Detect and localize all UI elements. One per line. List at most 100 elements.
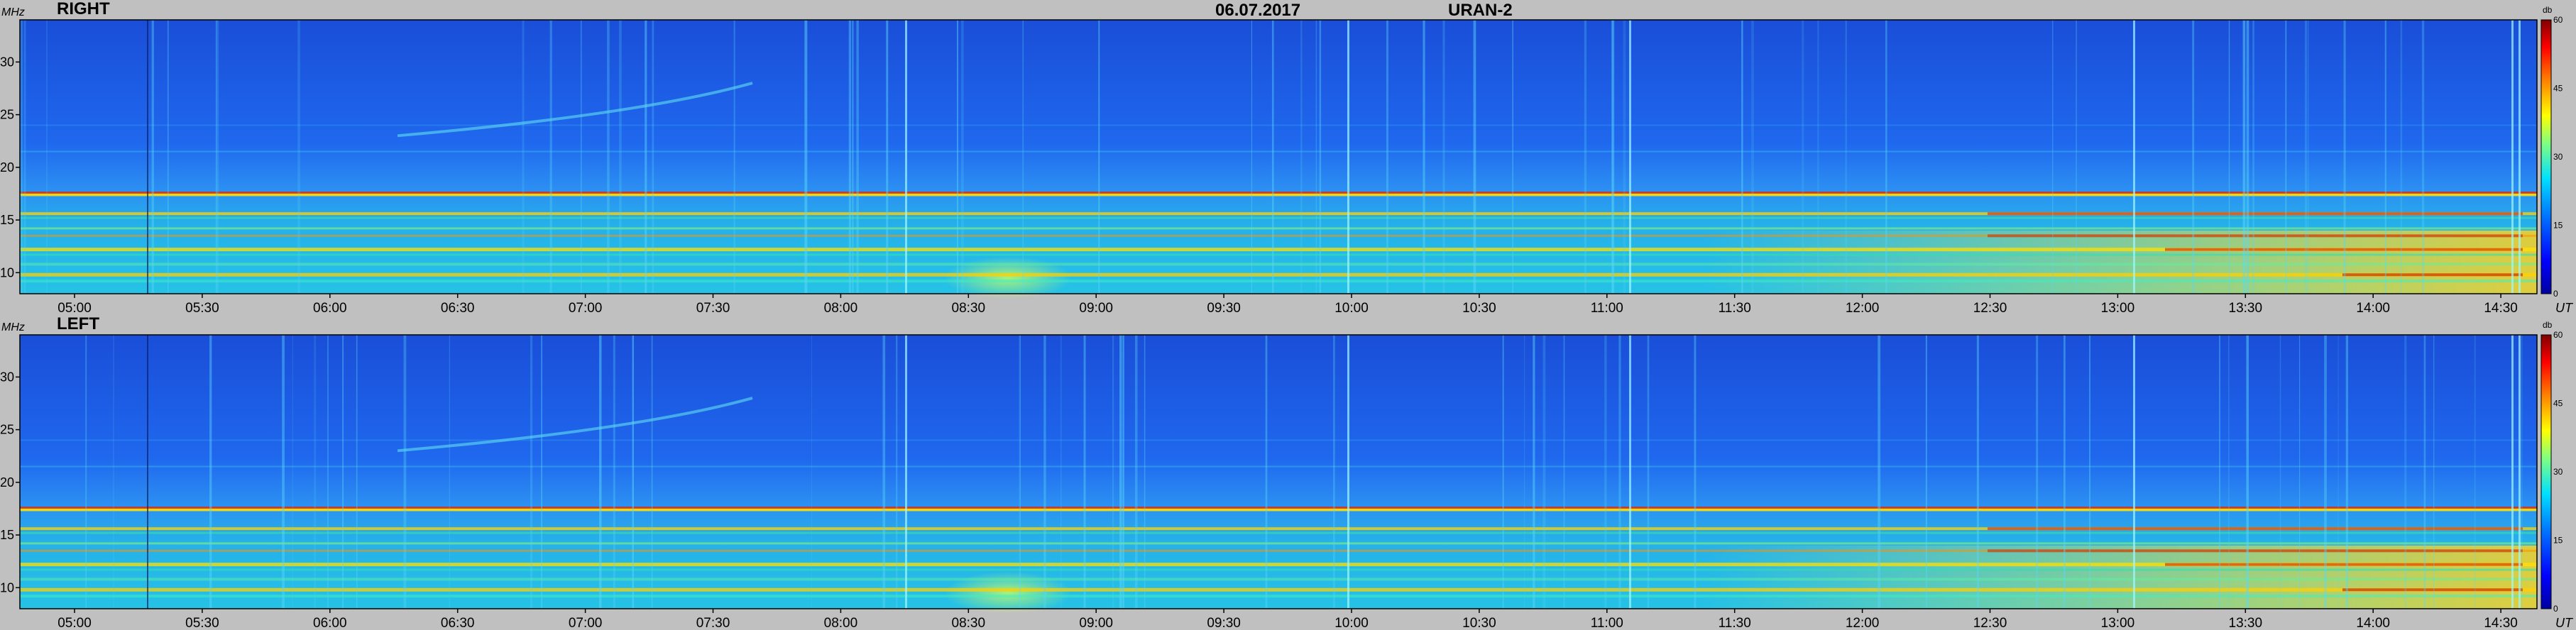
spectrogram-vertical-streak — [1802, 20, 1804, 294]
spectrogram-vertical-streak — [403, 335, 407, 609]
colorbar — [2541, 19, 2552, 294]
x-tick-label: 07:00 — [569, 616, 603, 630]
spectrogram-vertical-streak — [599, 335, 602, 609]
spectrogram-vertical-streak — [2219, 335, 2220, 609]
spectrogram-band — [20, 124, 2537, 126]
x-tick-label: 05:00 — [57, 301, 92, 316]
spectrogram-vertical-streak — [811, 335, 813, 609]
spectrogram-vertical-streak — [652, 20, 654, 294]
spectrogram-warm-region — [1704, 545, 2537, 609]
spectrogram-band — [20, 506, 2537, 509]
colorbar-tick-label: 30 — [2553, 152, 2563, 162]
spectrogram-band — [20, 587, 2537, 592]
spectrogram-vertical-streak — [2337, 335, 2339, 609]
y-tick-label: 15 — [0, 213, 14, 227]
spectrogram-vertical-streak — [85, 335, 87, 609]
x-tick-label: 14:30 — [2484, 301, 2518, 316]
spectrogram-vertical-streak — [613, 335, 615, 609]
spectrogram-vertical-streak — [1611, 20, 1613, 294]
spectrogram-vertical-streak — [1122, 335, 1124, 609]
x-tick-label: 11:00 — [1591, 301, 1623, 316]
spectrogram-drift-burst — [397, 82, 753, 138]
spectrogram-vertical-streak — [1386, 20, 1389, 294]
spectrogram-bright-line — [1629, 20, 1631, 294]
spectrogram-bright-line — [905, 20, 907, 294]
spectrogram-streak — [1988, 234, 2523, 238]
spectrogram-vertical-streak — [632, 335, 634, 609]
spectrogram-vertical-streak — [804, 20, 808, 294]
spectrogram-vertical-streak — [113, 335, 114, 609]
spectrogram-vertical-streak — [2063, 335, 2066, 609]
spectrogram-vertical-streak — [2400, 20, 2403, 294]
x-tick-label: 09:00 — [1079, 301, 1113, 316]
colorbar-tick-label: 15 — [2553, 536, 2563, 546]
x-tick-label: 07:30 — [696, 301, 730, 316]
colorbar-tick-label: 45 — [2553, 84, 2563, 94]
spectrogram-bright-line — [2519, 335, 2521, 609]
spectrogram-warm-spot — [944, 571, 1072, 614]
x-tick-label: 11:00 — [1591, 616, 1623, 630]
spectrogram-band — [20, 568, 2537, 571]
spectrogram-vertical-streak — [46, 20, 48, 294]
spectrogram-vertical-streak — [297, 20, 300, 294]
y-tick-label: 25 — [0, 108, 14, 122]
spectrogram-vertical-streak — [1119, 335, 1122, 609]
colorbar-tick-label: 15 — [2553, 221, 2563, 231]
spectrogram-band — [20, 531, 2537, 534]
spectrogram-vertical-streak — [2404, 335, 2407, 609]
x-tick-label: 12:30 — [1973, 301, 2007, 316]
spectrogram-vertical-streak — [1885, 20, 1887, 294]
date-label: 06.07.2017 — [1215, 1, 1300, 20]
y-tick-label: 30 — [0, 370, 14, 384]
spectrogram-vertical-streak — [1112, 335, 1114, 609]
spectrogram-vertical-streak — [2521, 335, 2523, 609]
panel-title: LEFT — [57, 314, 99, 333]
spectrogram-vertical-streak — [2345, 335, 2349, 609]
x-tick-label: 07:00 — [569, 301, 603, 316]
x-tick-label: 06:00 — [313, 301, 347, 316]
spectrogram-vertical-streak — [645, 20, 647, 294]
spectrogram-vertical-streak — [2052, 20, 2054, 294]
spectrogram-vertical-streak — [2285, 20, 2287, 294]
spectrogram-vertical-streak — [151, 20, 154, 294]
spectrogram-bright-line — [2511, 335, 2514, 609]
spectrogram-bright-line — [1629, 335, 1631, 609]
spectrogram-vertical-streak — [2252, 20, 2254, 294]
spectrogram-vertical-streak — [282, 335, 285, 609]
spectrogram-vertical-streak — [857, 20, 859, 294]
spectrogram-vertical-streak — [1442, 20, 1445, 294]
instrument-label: URAN-2 — [1448, 1, 1513, 20]
spectrogram-band — [20, 578, 2537, 581]
x-tick-label: 05:00 — [57, 616, 92, 630]
x-tick-label: 13:00 — [2101, 616, 2135, 630]
spectrogram-streak — [1988, 212, 2523, 216]
colorbar-tick-label: 60 — [2553, 330, 2563, 340]
x-tick-label: 14:00 — [2356, 616, 2390, 630]
spectrogram-vertical-streak — [2343, 20, 2346, 294]
spectrogram-vertical-streak — [1523, 335, 1525, 609]
y-tick-label: 10 — [0, 265, 14, 280]
x-axis-label: UT — [2555, 616, 2574, 630]
x-tick-label: 13:30 — [2229, 616, 2263, 630]
spectrogram-vertical-streak — [2192, 20, 2195, 294]
spectrogram-vertical-streak — [1512, 20, 1513, 294]
spectrogram-vertical-streak — [2298, 335, 2301, 609]
spectrogram-streak — [2342, 588, 2523, 592]
spectrogram-vertical-streak — [1741, 20, 1743, 294]
spectrogram-vertical-streak — [896, 335, 898, 609]
spectrogram-warm-spot — [944, 256, 1072, 299]
x-tick-label: 14:30 — [2484, 616, 2518, 630]
spectrogram-vertical-streak — [1019, 335, 1021, 609]
spectrogram-band — [20, 262, 2537, 266]
spectrogram-vertical-streak — [856, 20, 857, 294]
x-tick-label: 13:00 — [2101, 301, 2135, 316]
spectrogram-vertical-streak — [1083, 335, 1086, 609]
spectrogram-band — [20, 508, 2537, 512]
spectrogram-vertical-streak — [1423, 20, 1425, 294]
spectrogram-vertical-streak — [1623, 20, 1626, 294]
spectrogram-vertical-streak — [2324, 335, 2327, 609]
spectrogram-vertical-streak — [1251, 20, 1252, 294]
spectrogram-vertical-streak — [2228, 335, 2230, 609]
spectrogram-bright-line — [2519, 20, 2521, 294]
